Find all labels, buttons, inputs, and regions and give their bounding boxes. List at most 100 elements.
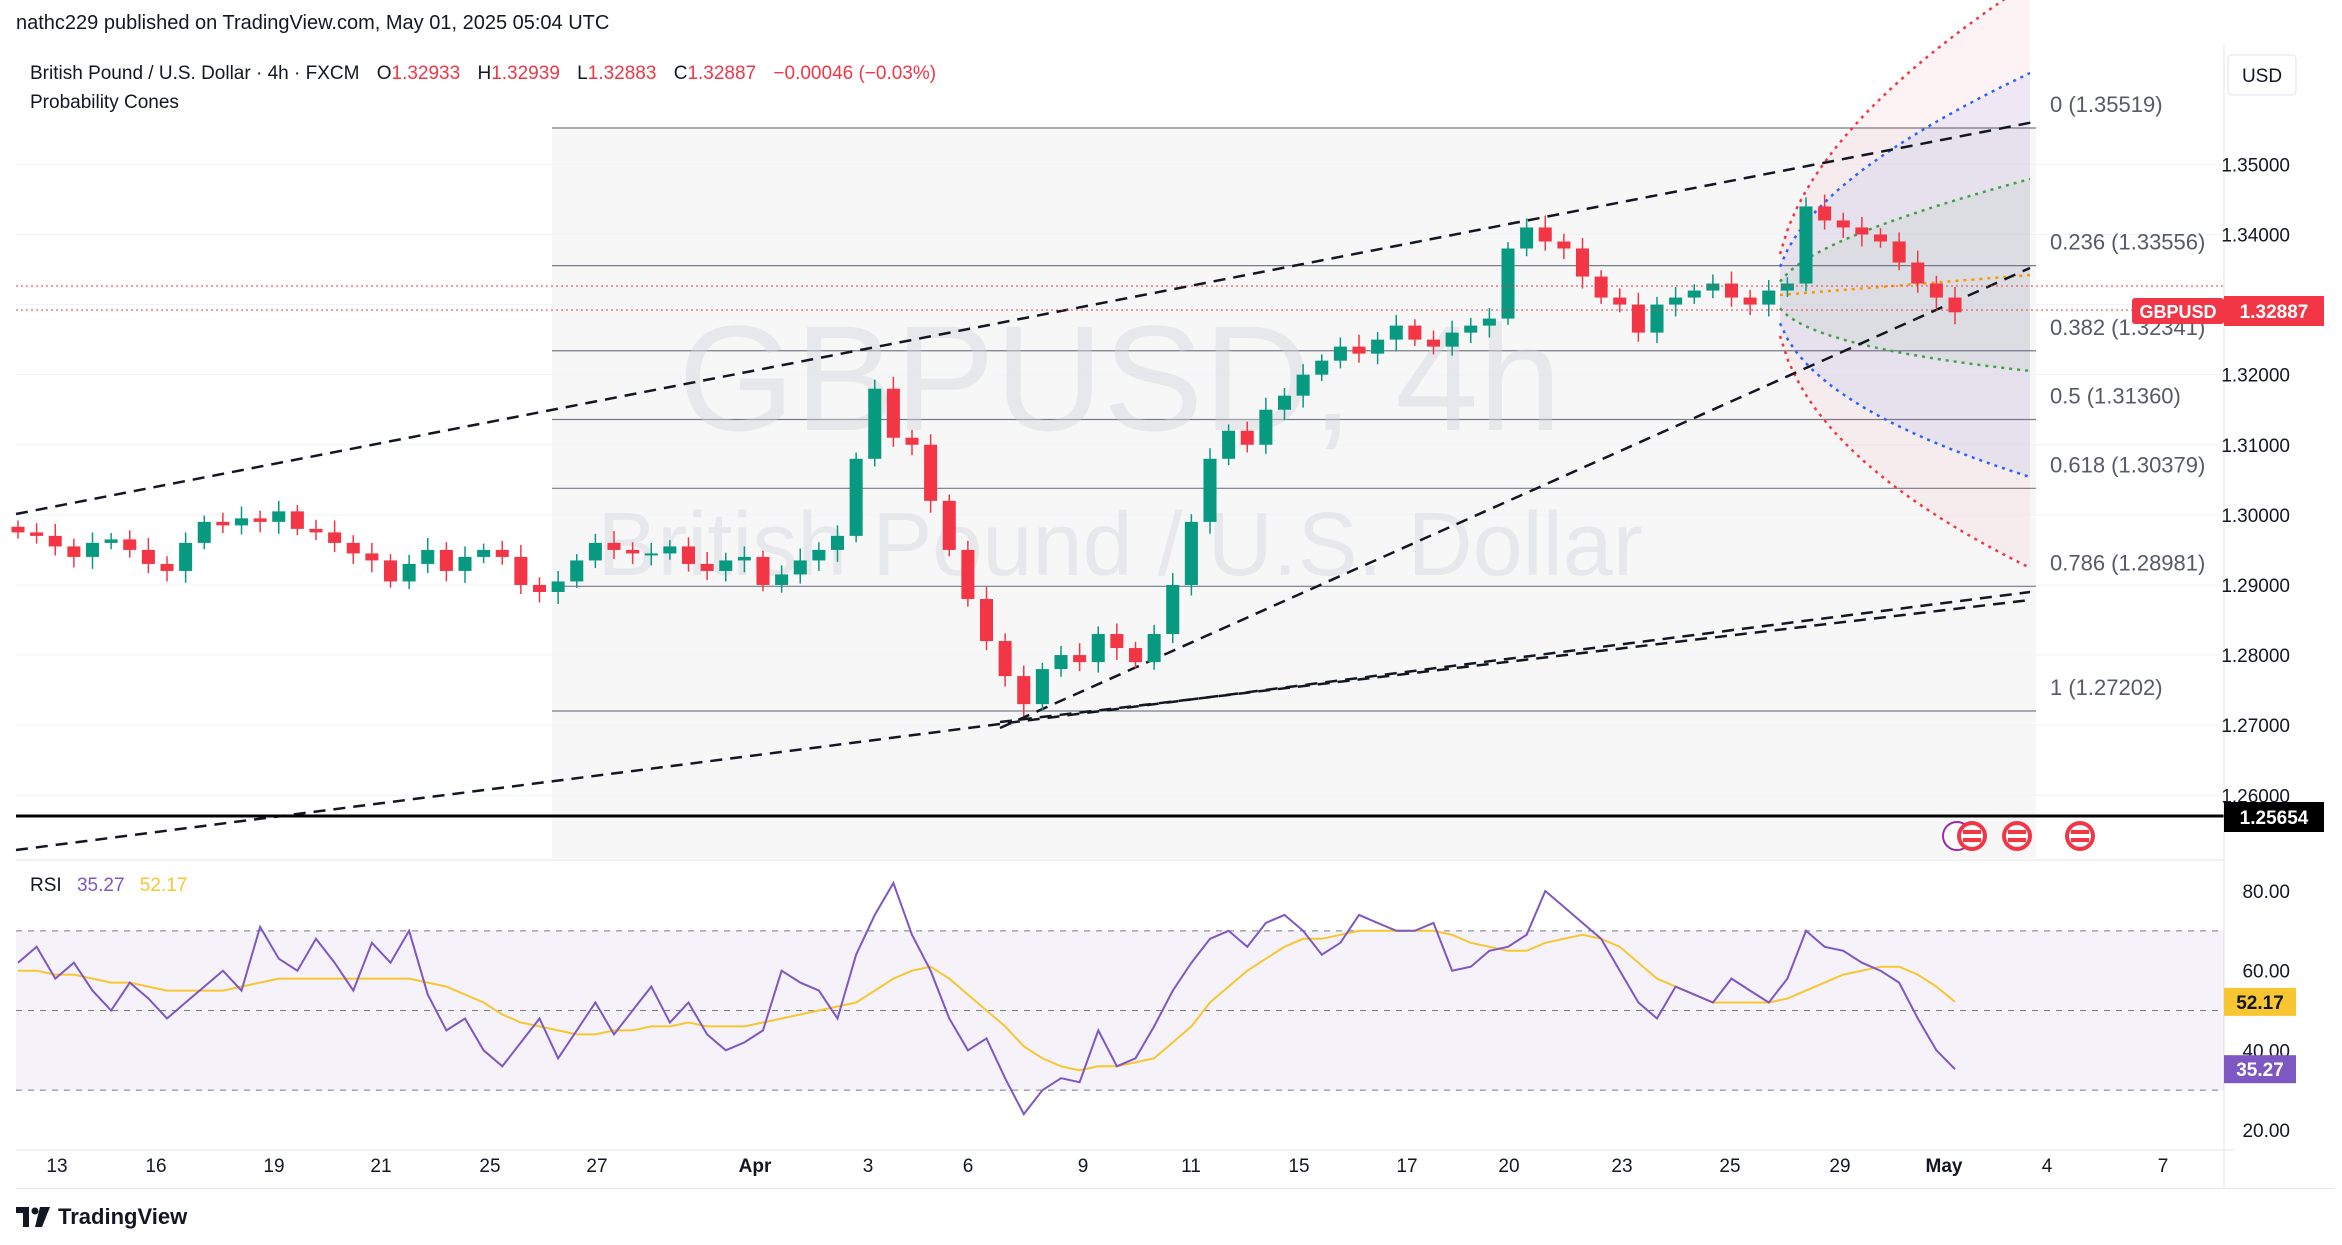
candle-body [1073,655,1087,663]
candle-body [905,437,919,445]
time-tick-label: 15 [1288,1156,1309,1177]
candle-body [1799,206,1813,284]
fib-level-label: 0.236 (1.33556) [2050,230,2205,255]
time-tick-label: 11 [1181,1156,1201,1177]
price-tag-value: 1.32887 [2240,302,2309,323]
candle-body [30,532,44,536]
time-tick-label: 29 [1829,1156,1850,1177]
trendlines[interactable] [15,120,2035,852]
time-tick-label: 13 [46,1156,67,1177]
candle-body [1520,227,1534,249]
candle-body [383,560,398,582]
high-value: 1.32939 [491,63,560,84]
candle-body [1166,584,1180,635]
time-tick-label: 6 [963,1156,974,1177]
cone-boundary [1779,307,2031,373]
svg-text:British Pound / U.S. Dollar ·: British Pound / U.S. Dollar · 4h · FXCM … [30,63,936,84]
fib-level-label: 1 (1.27202) [2050,675,2163,700]
candle-body [1818,206,1832,221]
price-axis[interactable]: 1.350001.340001.330001.320001.310001.300… [2221,155,2290,807]
candle-body [1240,430,1254,445]
cone-boundary [1778,322,2031,479]
open-label: O [377,63,392,84]
candles [11,194,1962,717]
grid [16,163,2224,796]
time-tick-label: 17 [1396,1156,1417,1177]
candle-body [1911,262,1925,284]
candle-body [1706,283,1720,291]
price-tick-label: 1.29000 [2221,576,2290,597]
candle-body [626,549,640,554]
candle-body [1836,220,1850,228]
watermark-symbol: GBPUSD, 4h [678,294,1562,462]
candle-body [1557,241,1571,249]
time-tick-label: 16 [145,1156,166,1177]
time-tick-label: 19 [263,1156,284,1177]
cone-boundary [1778,71,2031,268]
candle-body [1538,227,1552,242]
candle-body [328,532,342,543]
time-tick-label: 21 [370,1156,391,1177]
fib-level-label: 0.618 (1.30379) [2050,452,2205,477]
rsi-tick-label: 20.00 [2242,1121,2290,1142]
candle-body [1277,395,1292,410]
event-icons[interactable] [1942,821,2095,851]
candle-body [700,563,714,571]
candle-body [67,546,81,557]
price-tick-label: 1.32000 [2221,366,2290,387]
candle-body [234,518,249,526]
candle-body [1464,325,1478,333]
candle-body [570,560,584,582]
candle-body [793,560,807,575]
candle-body [160,563,174,571]
candle-body [532,584,547,592]
candle-body [421,549,435,564]
rsi-value: 35.27 [77,875,125,896]
rsi-ma-line [18,929,1956,1072]
last-price-tag: GBPUSD 1.32887 [2132,296,2324,326]
candle-body [1501,248,1515,319]
rsi-value-tag [2224,1055,2296,1084]
candle-body [775,574,789,585]
publisher-header: nathc229 published on TradingView.com, M… [16,12,610,34]
tradingview-logo[interactable]: TradingView [16,1204,187,1230]
candle-body [961,549,975,599]
candle-body [812,549,826,561]
candle-body [942,500,956,550]
time-tick-label: 25 [1719,1156,1740,1177]
currency-button[interactable]: USD [2227,54,2297,96]
candle-body [402,563,416,582]
rsi-ma-tag-label: 52.17 [2236,993,2284,1014]
candle-body [11,526,25,533]
candle-body [588,542,602,561]
watermark-name: British Pound / U.S. Dollar [597,495,1642,595]
time-tick-label: 9 [1078,1156,1089,1177]
candle-body [1426,339,1441,347]
time-axis[interactable]: 13 16 19 21 25 27 Apr 3 6 9 11 15 17 20 23 25 29 May 4 7 [46,1156,2168,1177]
candle-body [1110,634,1124,649]
candle-body [1352,346,1366,354]
price-tick-label: 1.27000 [2221,716,2290,737]
candle-body [1035,669,1049,705]
candle-body [719,560,733,571]
candle-body [346,542,360,554]
candle-body [123,539,137,550]
rsi-tick-label: 80.00 [2242,882,2290,903]
candle-body [1575,248,1590,277]
candle-body [663,546,677,554]
candle-body [607,542,621,550]
candle-body [1128,648,1143,663]
candle-body [141,549,155,564]
candle-body [48,535,62,547]
low-label: L [577,63,588,84]
candle-body [1631,304,1645,333]
currency-label: USD [2242,66,2282,87]
candle-body [924,444,938,501]
candle-body [1762,290,1776,305]
indicator-name: Probability Cones [30,92,179,113]
candle-body [1017,676,1031,705]
candle-body [477,549,491,557]
candle-body [1445,332,1459,347]
